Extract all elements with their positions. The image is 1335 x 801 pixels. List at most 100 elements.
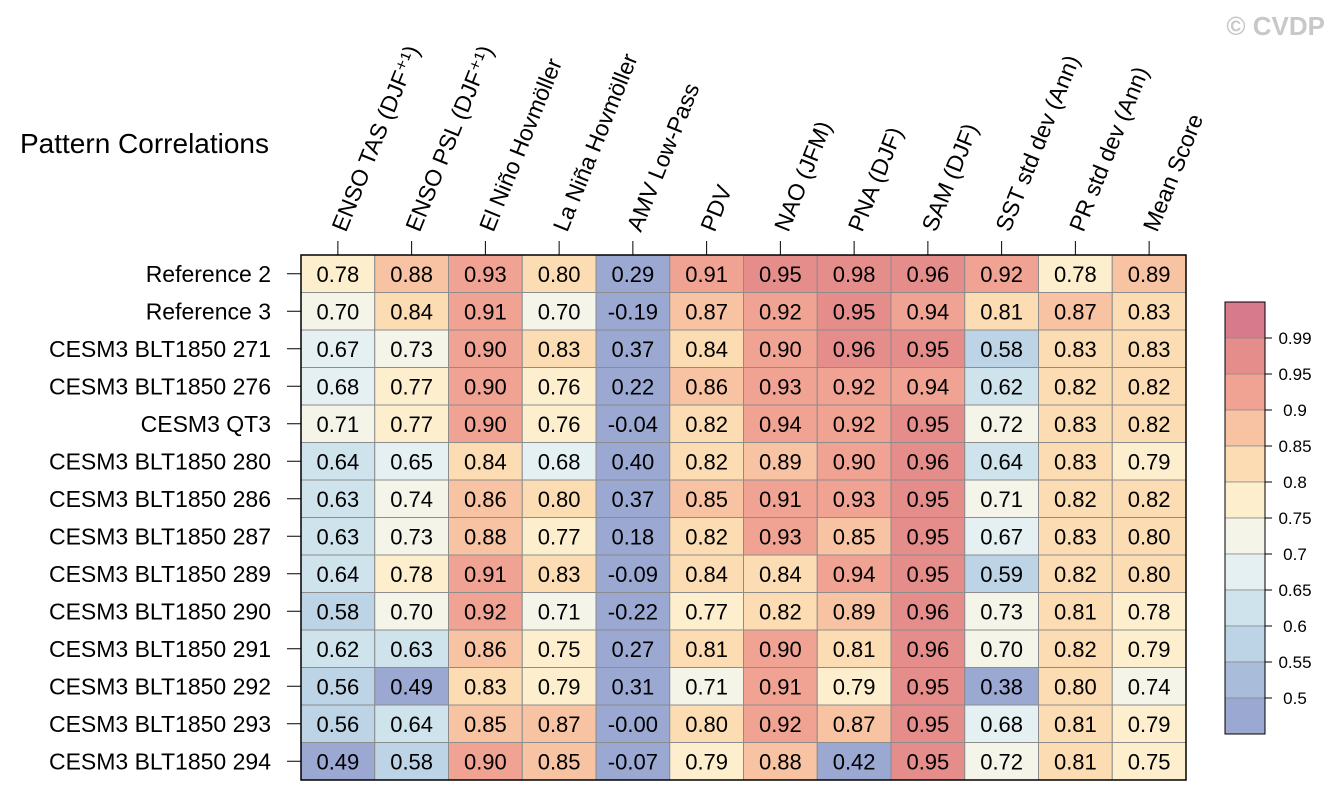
cell-value-label: 0.83 (1128, 299, 1171, 324)
heatmap-cell (964, 404, 1039, 443)
cell-value-label: 0.96 (906, 262, 949, 287)
heatmap-cell (964, 442, 1039, 481)
cell-value-label: 0.80 (538, 487, 581, 512)
heatmap-cell (595, 554, 671, 593)
cell-value-label: 0.84 (390, 299, 433, 324)
heatmap-cell (890, 554, 966, 593)
heatmap-cell (669, 517, 744, 556)
heatmap-cell (448, 592, 523, 631)
heatmap-cell (521, 442, 597, 481)
row-label: CESM3 BLT1850 290 (49, 598, 271, 624)
cell-value-label: -0.04 (608, 412, 658, 437)
cell-value-label: 0.95 (759, 262, 802, 287)
cell-value-label: 0.96 (833, 337, 876, 362)
column-label: PDV (695, 181, 737, 235)
heatmap-cell (1038, 667, 1113, 706)
heatmap-cell (816, 592, 892, 631)
heatmap-cell (1038, 704, 1113, 743)
cell-value-label: 0.82 (1128, 487, 1171, 512)
cell-value-label: 0.73 (390, 337, 433, 362)
cell-value-label: 0.92 (980, 262, 1023, 287)
heatmap-cell (964, 329, 1039, 368)
cell-value-label: 0.56 (316, 674, 359, 699)
cell-value-label: 0.92 (759, 299, 802, 324)
heatmap-cell (816, 667, 892, 706)
cell-value-label: 0.58 (390, 749, 433, 774)
row-label: CESM3 BLT1850 280 (49, 448, 271, 474)
colorbar-label: 0.65 (1278, 581, 1311, 600)
heatmap-cell (521, 517, 597, 556)
cell-value-label: 0.81 (980, 299, 1023, 324)
cell-value-label: 0.87 (538, 712, 581, 737)
row-label: CESM3 BLT1850 294 (49, 748, 271, 774)
cell-value-label: 0.96 (906, 599, 949, 624)
cell-value-label: 0.95 (906, 674, 949, 699)
row-label: CESM3 BLT1850 286 (49, 486, 271, 512)
row-label: CESM3 BLT1850 289 (49, 561, 271, 587)
row-label: CESM3 BLT1850 276 (49, 373, 271, 399)
colorbar-label: 0.55 (1278, 653, 1311, 672)
cell-value-label: 0.76 (538, 412, 581, 437)
colorbar-label: 0.6 (1283, 617, 1307, 636)
cell-value-label: 0.80 (685, 712, 728, 737)
cell-value-label: 0.94 (906, 299, 949, 324)
cell-value-label: 0.82 (1054, 562, 1097, 587)
column-label: PNA (DJF) (843, 123, 908, 235)
cell-value-label: 0.84 (759, 562, 802, 587)
cell-value-label: 0.96 (906, 449, 949, 474)
cell-value-label: 0.42 (833, 749, 876, 774)
heatmap-cell (1038, 329, 1113, 368)
heatmap-cell (595, 742, 671, 781)
colorbar: 0.99 0.95 0.9 0.85 0.8 0.75 0.7 0.65 0.6 0.55 0.5 (1224, 301, 1312, 735)
cell-value-label: 0.72 (980, 749, 1023, 774)
cell-value-label: 0.84 (685, 337, 728, 362)
heatmap-cell (669, 442, 744, 481)
heatmap-cell (448, 329, 523, 368)
cell-value-label: 0.83 (538, 337, 581, 362)
cell-value-label: 0.40 (611, 449, 654, 474)
cell-value-label: 0.95 (906, 712, 949, 737)
cell-value-label: 0.81 (685, 637, 728, 662)
cell-value-label: 0.93 (759, 374, 802, 399)
heatmap-cell (669, 404, 744, 443)
cell-value-label: 0.84 (685, 562, 728, 587)
heatmap-cell (448, 629, 523, 668)
colorbar-label: 0.9 (1283, 401, 1307, 420)
cell-value-label: 0.79 (685, 749, 728, 774)
heatmap-cell (890, 404, 966, 443)
heatmap-cell (964, 517, 1039, 556)
heatmap-cell (521, 704, 597, 743)
cell-value-label: 0.87 (833, 712, 876, 737)
cell-value-label: 0.82 (1054, 374, 1097, 399)
heatmap-cell (890, 517, 966, 556)
cell-value-label: 0.74 (1128, 674, 1171, 699)
cell-value-label: 0.82 (685, 524, 728, 549)
cell-value-label: 0.68 (316, 374, 359, 399)
heatmap-cell (743, 329, 818, 368)
heatmap-cell (448, 442, 523, 481)
heatmap-cell (521, 592, 597, 631)
cell-value-label: 0.89 (1128, 262, 1171, 287)
heatmap-cell (890, 367, 966, 406)
colorbar-label: 0.7 (1283, 545, 1307, 564)
cell-value-label: 0.92 (833, 374, 876, 399)
cell-value-label: 0.98 (833, 262, 876, 287)
cell-value-label: 0.78 (390, 562, 433, 587)
cell-value-label: 0.81 (833, 637, 876, 662)
cell-value-label: 0.79 (538, 674, 581, 699)
heatmap-cell (964, 254, 1039, 293)
heatmap-cell (448, 479, 523, 518)
cell-value-label: 0.80 (1128, 524, 1171, 549)
row-labels: Reference 2 Reference 3 CESM3 BLT1850 271 C… (49, 261, 301, 774)
cell-value-label: 0.91 (464, 299, 507, 324)
heatmap-cell (374, 517, 449, 556)
heatmap-cell (816, 554, 892, 593)
cell-value-label: 0.95 (906, 562, 949, 587)
cell-value-label: 0.70 (316, 299, 359, 324)
cell-value-label: 0.67 (980, 524, 1023, 549)
cell-value-label: 0.79 (1128, 637, 1171, 662)
heatmap-cell (374, 329, 449, 368)
heatmap-cell (890, 704, 966, 743)
cell-value-label: 0.70 (390, 599, 433, 624)
